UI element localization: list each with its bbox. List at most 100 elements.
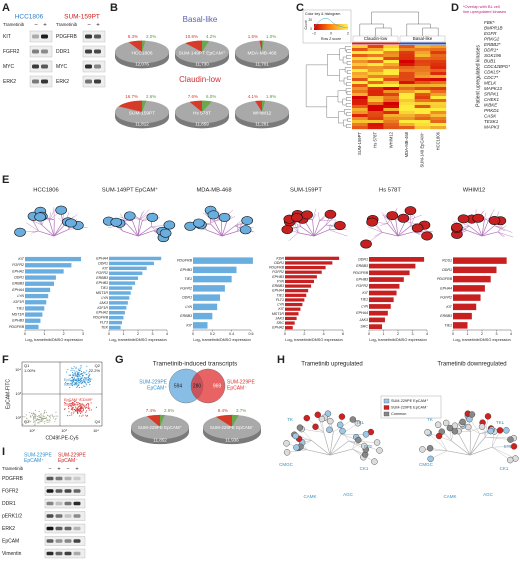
bar bbox=[369, 297, 394, 302]
bar bbox=[109, 267, 147, 270]
kinase-node bbox=[443, 420, 449, 426]
heatmap-cell bbox=[415, 93, 431, 96]
event-dot bbox=[52, 415, 53, 416]
gene-label: EPHB3 bbox=[12, 319, 24, 323]
bar bbox=[109, 316, 124, 319]
event-dot bbox=[53, 418, 54, 419]
event-dot bbox=[72, 409, 73, 410]
band bbox=[65, 539, 72, 543]
gene-label: ROS1 bbox=[442, 259, 452, 263]
event-dot bbox=[50, 418, 51, 419]
gene-label: ERBB3 bbox=[180, 314, 192, 318]
heatmap-cell bbox=[368, 93, 384, 96]
axis-label: EpCAM-FITC bbox=[5, 379, 11, 409]
event-dot bbox=[75, 374, 76, 375]
tick-label: 2 bbox=[303, 332, 305, 336]
kinase-node bbox=[302, 211, 313, 219]
event-dot bbox=[41, 420, 42, 421]
scale-tick: −2 bbox=[312, 31, 316, 35]
event-dot bbox=[85, 407, 86, 408]
kinase-node bbox=[435, 422, 441, 428]
kinase: CDKL5* bbox=[484, 70, 501, 75]
event-dot bbox=[85, 383, 86, 384]
group-label: CMGC bbox=[279, 462, 293, 467]
axis-label: Log₂ trametinib/DMSO expression bbox=[453, 338, 510, 342]
event-dot bbox=[44, 423, 45, 424]
event-dot bbox=[80, 407, 81, 408]
gene-label: ERBB3 bbox=[440, 314, 452, 318]
event-dot bbox=[80, 370, 81, 371]
bar bbox=[369, 264, 415, 269]
kinase-node bbox=[488, 428, 494, 434]
treatment-label: Trametinib bbox=[3, 22, 25, 27]
gene-label: ERBB3 bbox=[96, 276, 108, 280]
panel-letter: F bbox=[2, 354, 9, 366]
gene-label: LYN bbox=[101, 296, 108, 300]
group-label: Claudin-low bbox=[179, 75, 221, 84]
event-dot bbox=[85, 412, 86, 413]
bar bbox=[285, 261, 332, 264]
kinase-node bbox=[208, 211, 219, 219]
gene-label: EPHA4 bbox=[272, 289, 284, 293]
heatmap-cell bbox=[383, 111, 399, 114]
kinase-node bbox=[367, 218, 378, 226]
event-dot bbox=[33, 419, 34, 420]
heatmap-cell bbox=[415, 102, 431, 105]
event-dot bbox=[81, 406, 82, 407]
heatmap-cell bbox=[352, 126, 368, 129]
tick-label: 10³ bbox=[16, 392, 22, 396]
gene-label: FGFR2 bbox=[96, 271, 108, 275]
event-dot bbox=[45, 418, 46, 419]
heatmap-cell bbox=[383, 51, 399, 54]
heatmap-cell bbox=[383, 117, 399, 120]
pie-total: 11,261 bbox=[255, 122, 269, 127]
band bbox=[56, 527, 63, 531]
heatmap-cell bbox=[368, 48, 384, 51]
kinase: BUB1 bbox=[484, 59, 496, 64]
down-percent: 1.0% bbox=[266, 34, 276, 39]
heatmap-cell bbox=[415, 123, 431, 126]
heatmap-cell bbox=[368, 75, 384, 78]
event-dot bbox=[89, 374, 90, 375]
heatmap-cell bbox=[399, 48, 415, 51]
event-dot bbox=[77, 413, 78, 414]
band bbox=[65, 552, 72, 556]
bar bbox=[285, 275, 317, 278]
heatmap-cell bbox=[383, 108, 399, 111]
sample-name: EpCAM⁺ bbox=[24, 458, 44, 464]
event-dot bbox=[46, 420, 47, 421]
event-dot bbox=[42, 421, 43, 422]
event-dot bbox=[66, 372, 67, 373]
kinase-node bbox=[460, 419, 466, 425]
heatmap-cell bbox=[383, 45, 399, 48]
tree-branch bbox=[324, 432, 330, 455]
heatmap-cell bbox=[368, 63, 384, 66]
up-percent: 4.1% bbox=[248, 94, 258, 99]
heatmap-cell bbox=[415, 81, 431, 84]
event-dot bbox=[88, 382, 89, 383]
tick-label: 4 bbox=[510, 332, 512, 336]
down-percent: 4.2% bbox=[206, 34, 216, 39]
bar bbox=[453, 276, 491, 282]
event-dot bbox=[82, 415, 83, 416]
band bbox=[74, 477, 81, 481]
event-dot bbox=[69, 387, 70, 388]
event-dot bbox=[43, 416, 44, 417]
heatmap-cell bbox=[430, 51, 446, 54]
kinase: MAPK3 bbox=[484, 125, 500, 130]
event-dot bbox=[76, 409, 77, 410]
protein-label: Vimentin bbox=[2, 551, 22, 557]
kinase-node bbox=[334, 221, 345, 229]
kinase-node bbox=[405, 206, 416, 214]
gene-label: KIT bbox=[278, 307, 284, 311]
heatmap-cell bbox=[415, 114, 431, 117]
lane-sign: + bbox=[57, 466, 60, 472]
tick-label: 4 bbox=[323, 332, 325, 336]
band bbox=[65, 502, 72, 506]
tick-label: 10³ bbox=[61, 429, 67, 433]
kinase: BMPR1B bbox=[484, 26, 503, 31]
event-dot bbox=[37, 418, 38, 419]
band bbox=[41, 35, 48, 39]
tick-label: 3 bbox=[412, 332, 414, 336]
